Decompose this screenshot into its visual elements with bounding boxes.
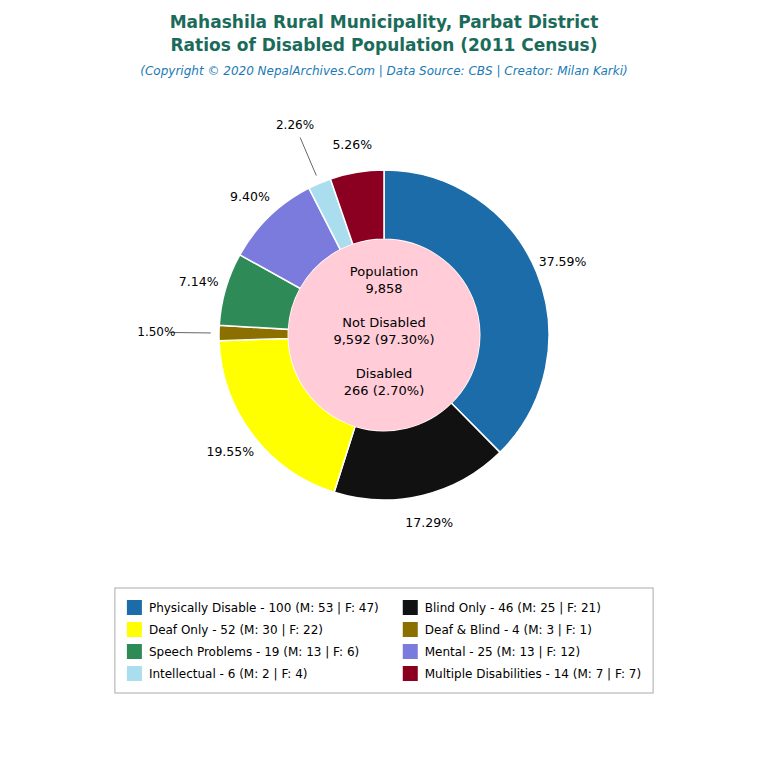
legend-label: Deaf & Blind - 4 (M: 3 | F: 1) [425,623,592,637]
legend-label: Blind Only - 46 (M: 25 | F: 21) [425,601,601,615]
slice [330,170,384,244]
legend-swatch [403,622,418,637]
data-label: 1.50% [137,325,175,339]
center-text-line: Not Disabled [342,315,425,330]
legend-label: Physically Disable - 100 (M: 53 | F: 47) [149,601,379,615]
legend-swatch [403,600,418,615]
legend-label: Deaf Only - 52 (M: 30 | F: 22) [149,623,323,637]
legend-swatch [127,600,142,615]
data-label: 9.40% [230,189,270,204]
legend-item: Multiple Disabilities - 14 (M: 7 | F: 7) [403,666,641,681]
legend-swatch [127,622,142,637]
title-line: Ratios of Disabled Population (2011 Cens… [171,35,598,55]
center-text-line: 9,858 [365,281,402,296]
donut: Population 9,858 Not Disabled 9,592 (97.30%… [137,118,586,530]
center-text-line: 266 (2.70%) [344,383,424,398]
data-label: 5.26% [332,137,372,152]
title-line: Mahashila Rural Municipality, Parbat Dis… [170,12,599,32]
legend-item: Deaf & Blind - 4 (M: 3 | F: 1) [403,622,592,637]
center-text: Population 9,858 [350,264,418,296]
data-label: 17.29% [405,515,453,530]
legend-item: Deaf Only - 52 (M: 30 | F: 22) [127,622,323,637]
subtitle: (Copyright © 2020 NepalArchives.Com | Da… [140,64,627,78]
legend-swatch [127,644,142,659]
center-text: Not Disabled 9,592 (97.30%) [333,315,434,347]
center-text: Disabled 266 (2.70%) [344,366,424,398]
legend-frame [115,588,653,693]
legend-label: Speech Problems - 19 (M: 13 | F: 6) [149,645,359,659]
title: Mahashila Rural Municipality, Parbat Dis… [170,12,599,55]
legend-swatch [127,666,142,681]
legend-swatch [403,644,418,659]
legend-swatch [403,666,418,681]
leader-line [170,332,211,333]
data-label: 19.55% [206,444,254,459]
legend-item: Mental - 25 (M: 13 | F: 12) [403,644,580,659]
leader-line [300,138,316,176]
legend-label: Multiple Disabilities - 14 (M: 7 | F: 7) [425,667,641,681]
legend-item: Intellectual - 6 (M: 2 | F: 4) [127,666,308,681]
center-text-line: Population [350,264,418,279]
data-label: 2.26% [276,118,314,132]
legend-label: Intellectual - 6 (M: 2 | F: 4) [149,667,308,681]
data-label: 37.59% [539,254,587,269]
legend-item: Physically Disable - 100 (M: 53 | F: 47) [127,600,379,615]
center-text-line: Disabled [356,366,412,381]
legend-label: Mental - 25 (M: 13 | F: 12) [425,645,580,659]
legend-item: Blind Only - 46 (M: 25 | F: 21) [403,600,601,615]
legend-item: Speech Problems - 19 (M: 13 | F: 6) [127,644,359,659]
center-text-line: 9,592 (97.30%) [333,332,434,347]
chart: Mahashila Rural Municipality, Parbat Dis… [0,0,768,768]
legend: Physically Disable - 100 (M: 53 | F: 47)… [115,588,653,693]
data-label: 7.14% [179,274,219,289]
center-circle [288,239,479,430]
